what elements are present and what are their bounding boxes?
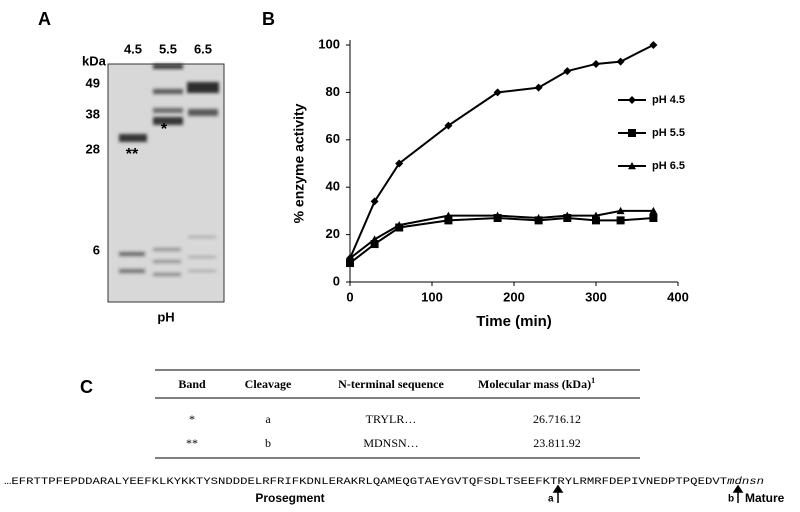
x-axis-label: Time (min) <box>476 313 552 330</box>
marker <box>534 214 543 222</box>
x-tick-label: 0 <box>346 289 353 304</box>
cell: 23.811.92 <box>533 436 581 450</box>
cell: a <box>265 412 271 426</box>
y-axis-label: % enzyme activity <box>291 103 307 223</box>
site-label: a <box>548 494 554 505</box>
y-tick-label: 80 <box>326 84 340 99</box>
marker <box>370 235 379 243</box>
panel-label: A <box>38 9 51 29</box>
table-header: Molecular mass (kDa)1 <box>478 376 595 391</box>
arrow <box>732 484 744 503</box>
marker-label: 6 <box>93 242 100 257</box>
band-star: * <box>161 121 168 138</box>
marker <box>616 57 625 66</box>
prosequence: …EFRTTPFEPDDARALYEEFKLKYKKTYSNDDDELRFRIF… <box>4 477 727 488</box>
marker <box>395 159 404 168</box>
marker <box>395 221 404 229</box>
marker-label: 28 <box>86 141 100 156</box>
panel-label: C <box>80 377 93 397</box>
table: Band Cleavage N-terminal sequence Molecu… <box>155 369 640 459</box>
table-header: N-terminal sequence <box>338 377 444 391</box>
arrow <box>552 484 564 503</box>
x-tick-label: 100 <box>421 289 443 304</box>
table-header: Cleavage <box>245 377 292 391</box>
marker <box>649 206 658 215</box>
x-tick-label: 400 <box>667 289 689 304</box>
mature-label: Mature <box>745 491 785 505</box>
cell: TRYLR… <box>366 412 417 426</box>
marker <box>616 216 625 225</box>
marker-label: 49 <box>86 75 100 90</box>
table-header: Band <box>178 377 206 391</box>
cell: 26.716.12 <box>533 412 581 426</box>
marker <box>563 67 572 76</box>
prosegment-label: Prosegment <box>255 491 324 505</box>
unit-label: kDa <box>82 53 107 68</box>
y-tick-label: 60 <box>326 131 340 146</box>
legend-marker <box>628 129 636 137</box>
sequence: …EFRTTPFEPDDARALYEEFKLKYKKTYSNDDDELRFRIF… <box>4 476 764 488</box>
legend-marker <box>628 162 636 170</box>
legend-label: pH 6.5 <box>652 160 685 172</box>
x-tick-label: 300 <box>585 289 607 304</box>
gel-x-label: pH <box>157 309 174 324</box>
lane-label: 5.5 <box>159 41 177 56</box>
bands <box>119 64 219 276</box>
series-line <box>349 217 654 264</box>
marker <box>534 83 543 92</box>
marker <box>444 211 453 219</box>
gel-frame <box>107 63 225 303</box>
header-text: Molecular mass (kDa) <box>478 377 591 391</box>
band-star: ** <box>126 146 139 163</box>
y-tick-label: 40 <box>326 179 340 194</box>
panel-label: B <box>262 9 275 29</box>
cell: ** <box>186 436 198 450</box>
cell: * <box>189 412 195 426</box>
line-chart: 0 20 40 60 80 100 0 100 200 300 400 Time (min) % enz… <box>291 36 689 330</box>
marker <box>493 88 502 97</box>
header-sup: 1 <box>591 376 595 385</box>
marker <box>592 59 600 68</box>
gel <box>107 63 225 303</box>
mature-sequence: mdnsn <box>727 476 764 488</box>
legend-marker <box>628 96 636 104</box>
marker-label: 38 <box>86 106 100 121</box>
marker <box>493 211 502 219</box>
marker <box>649 214 658 223</box>
lane-label: 6.5 <box>194 41 212 56</box>
marker <box>649 41 658 49</box>
x-tick-label: 200 <box>503 289 525 304</box>
marker <box>370 197 379 206</box>
site-label: b <box>728 494 734 505</box>
marker <box>346 254 354 262</box>
legend-label: pH 5.5 <box>652 127 685 139</box>
marker <box>563 211 572 219</box>
y-tick-label: 0 <box>333 273 340 288</box>
lane-label: 4.5 <box>124 41 142 56</box>
cell: b <box>265 436 271 450</box>
marker <box>444 121 453 130</box>
marker <box>592 211 600 219</box>
series-line <box>349 44 654 259</box>
marker <box>616 206 625 215</box>
y-tick-label: 100 <box>318 36 340 51</box>
series-line <box>349 209 654 260</box>
legend-label: pH 4.5 <box>652 94 685 106</box>
y-tick-label: 20 <box>326 226 340 241</box>
cell: MDNSN… <box>363 436 418 450</box>
